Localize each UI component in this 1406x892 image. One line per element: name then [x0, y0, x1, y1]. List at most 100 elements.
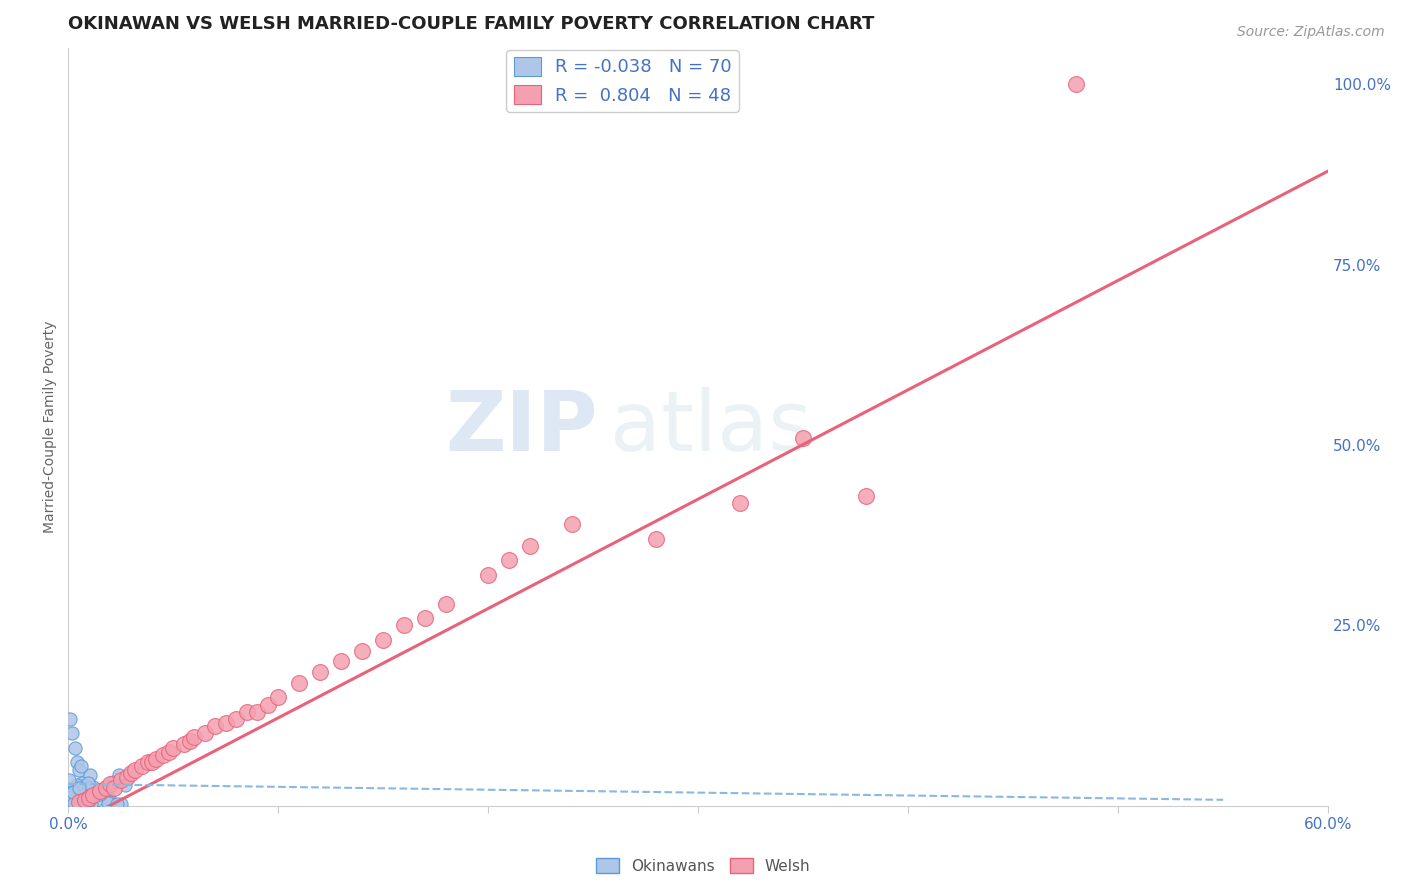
Point	[67, 792, 90, 806]
Point	[204, 719, 226, 733]
Point	[110, 797, 132, 811]
Point	[76, 797, 98, 811]
Point	[65, 792, 87, 806]
Point	[67, 787, 90, 801]
Point	[97, 795, 120, 809]
Point	[67, 792, 90, 806]
Point	[1064, 78, 1087, 92]
Point	[59, 790, 82, 805]
Point	[97, 796, 120, 810]
Point	[120, 766, 142, 780]
Point	[77, 795, 100, 809]
Point	[62, 726, 84, 740]
Point	[66, 756, 89, 770]
Point	[67, 780, 90, 794]
Point	[62, 794, 84, 808]
Point	[65, 797, 87, 812]
Point	[413, 611, 436, 625]
Point	[66, 778, 89, 792]
Point	[80, 797, 103, 811]
Point	[136, 756, 159, 770]
Point	[75, 797, 97, 811]
Point	[855, 489, 877, 503]
Point	[60, 787, 83, 801]
Point	[330, 654, 353, 668]
Point	[63, 740, 86, 755]
Point	[58, 794, 80, 808]
Point	[72, 781, 94, 796]
Point	[173, 737, 195, 751]
Point	[561, 517, 583, 532]
Point	[72, 792, 94, 806]
Legend: Okinawans, Welsh: Okinawans, Welsh	[589, 852, 817, 880]
Point	[77, 781, 100, 796]
Point	[65, 780, 87, 795]
Point	[373, 632, 395, 647]
Point	[152, 748, 174, 763]
Point	[60, 797, 83, 812]
Point	[309, 665, 332, 680]
Point	[58, 787, 80, 801]
Point	[72, 798, 94, 813]
Point	[67, 763, 90, 777]
Point	[434, 597, 457, 611]
Point	[97, 790, 120, 805]
Point	[103, 780, 125, 795]
Point	[183, 730, 205, 744]
Point	[80, 785, 103, 799]
Point	[79, 768, 101, 782]
Point	[65, 789, 87, 803]
Point	[145, 752, 167, 766]
Text: ZIP: ZIP	[444, 386, 598, 467]
Point	[498, 553, 520, 567]
Point	[63, 796, 86, 810]
Point	[728, 496, 751, 510]
Point	[82, 788, 104, 802]
Point	[107, 768, 129, 782]
Point	[73, 793, 96, 807]
Point	[645, 532, 668, 546]
Point	[162, 740, 184, 755]
Point	[519, 539, 541, 553]
Point	[69, 781, 91, 796]
Point	[246, 705, 269, 719]
Point	[76, 797, 98, 811]
Point	[58, 798, 80, 813]
Point	[84, 793, 107, 807]
Point	[141, 756, 163, 770]
Point	[256, 698, 278, 712]
Point	[62, 798, 84, 813]
Point	[82, 780, 104, 794]
Point	[124, 763, 146, 777]
Point	[66, 796, 89, 810]
Point	[62, 785, 84, 799]
Text: OKINAWAN VS WELSH MARRIED-COUPLE FAMILY POVERTY CORRELATION CHART: OKINAWAN VS WELSH MARRIED-COUPLE FAMILY …	[69, 15, 875, 33]
Point	[63, 783, 86, 797]
Point	[235, 705, 257, 719]
Point	[63, 781, 86, 796]
Point	[115, 770, 138, 784]
Point	[110, 773, 132, 788]
Y-axis label: Married-Couple Family Poverty: Married-Couple Family Poverty	[44, 321, 58, 533]
Point	[225, 712, 247, 726]
Point	[89, 787, 111, 801]
Point	[59, 791, 82, 805]
Point	[76, 776, 98, 790]
Point	[62, 793, 84, 807]
Point	[157, 745, 180, 759]
Point	[69, 794, 91, 808]
Point	[70, 791, 93, 805]
Point	[59, 712, 82, 726]
Point	[69, 758, 91, 772]
Point	[58, 772, 80, 787]
Point	[75, 790, 97, 805]
Point	[66, 789, 89, 804]
Text: atlas: atlas	[610, 386, 811, 467]
Point	[69, 782, 91, 797]
Point	[58, 782, 80, 797]
Point	[105, 797, 128, 811]
Point	[131, 759, 153, 773]
Point	[352, 643, 374, 657]
Point	[392, 618, 415, 632]
Point	[77, 791, 100, 805]
